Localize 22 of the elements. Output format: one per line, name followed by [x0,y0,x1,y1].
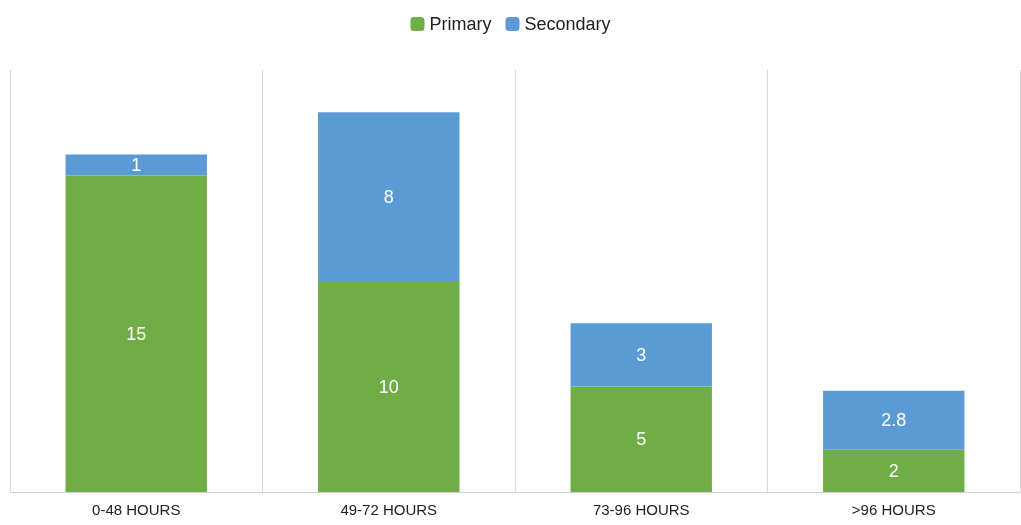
bar [823,449,965,492]
x-tick-label: 73-96 HOURS [592,501,690,518]
x-tick-label: 49-72 HOURS [340,501,438,518]
data-label: 3 [636,344,647,365]
data-label: 8 [383,186,394,207]
data-label: 2 [888,460,899,481]
legend-label: Secondary [524,14,611,34]
bar [65,175,207,492]
data-label: 15 [126,323,147,344]
bar [318,112,460,281]
bar [65,154,207,176]
data-label: 5 [636,429,647,450]
bar [318,281,460,492]
bar [570,386,712,492]
bar [823,390,965,450]
x-tick-label: >96 HOURS [851,501,936,518]
bar [570,323,712,387]
data-label: 10 [378,376,399,397]
data-label: 2.8 [881,410,907,431]
legend-label: Primary [429,14,492,34]
x-tick-label: 0-48 HOURS [92,501,181,518]
data-label: 1 [131,154,142,175]
